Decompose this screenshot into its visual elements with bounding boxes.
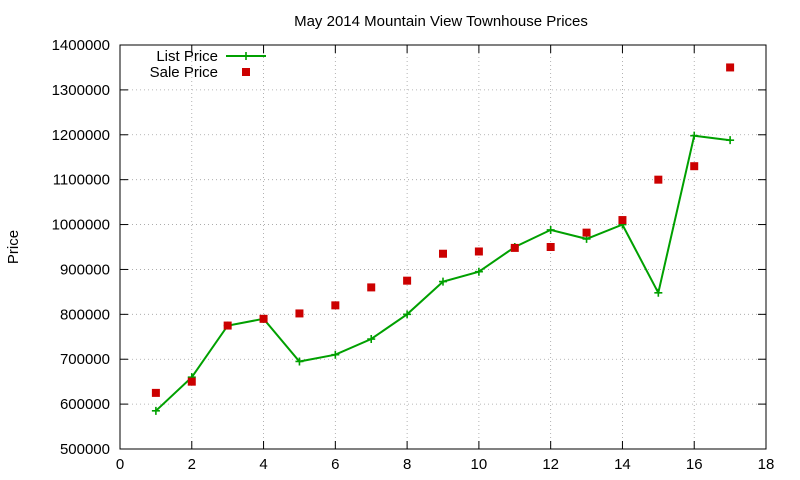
y-tick-label: 700000 (60, 351, 110, 368)
list-price-point (439, 277, 447, 286)
y-tick-label: 1400000 (52, 37, 110, 54)
list-price-point (546, 225, 555, 234)
sale-price-point (331, 301, 340, 310)
x-tick-label: 0 (116, 456, 124, 473)
axis-ticks: 500000 600000 700000 800000 900000 1000000 110… (52, 37, 775, 473)
legend-label: List Price (156, 48, 218, 65)
x-tick-label: 16 (686, 456, 703, 473)
y-tick-label: 500000 (60, 441, 110, 458)
sale-price-point (726, 63, 735, 72)
list-price-point (403, 310, 412, 319)
x-tick-label: 18 (758, 456, 775, 473)
list-price-point (331, 350, 340, 359)
list-price-point (654, 288, 663, 297)
y-tick-label: 1200000 (52, 127, 110, 144)
sale-price-point (223, 321, 232, 330)
list-price-point (726, 136, 735, 145)
legend-plus-swatch (242, 52, 250, 60)
sale-price-point (151, 388, 160, 397)
sale-price-point (403, 276, 412, 285)
x-tick-label: 2 (188, 456, 196, 473)
y-tick-label: 1300000 (52, 82, 110, 99)
list-price-point (151, 406, 160, 415)
y-tick-label: 1000000 (52, 217, 110, 234)
sale-price-point (259, 314, 268, 323)
y-axis-label: Price (5, 230, 22, 264)
chart-title: May 2014 Mountain View Townhouse Prices (294, 13, 588, 30)
x-tick-label: 12 (542, 456, 559, 473)
sale-price-point (510, 243, 519, 252)
y-tick-label: 900000 (60, 261, 110, 278)
list-price-point (690, 131, 699, 140)
plot-frame (119, 44, 767, 450)
sale-price-point (582, 228, 591, 237)
sale-price-point (618, 216, 627, 225)
sale-price-point (295, 309, 304, 318)
y-tick-label: 800000 (60, 306, 110, 323)
x-tick-label: 6 (331, 456, 339, 473)
sale-price-point (654, 175, 663, 184)
sale-price-point (474, 247, 483, 256)
y-tick-label: 600000 (60, 396, 110, 413)
plot-area (151, 63, 735, 415)
x-tick-label: 4 (259, 456, 267, 473)
legend-square-swatch (242, 68, 250, 76)
sale-price-point (690, 162, 699, 171)
sale-price-point (546, 243, 555, 251)
x-tick-label: 10 (471, 456, 488, 473)
legend-label: Sale Price (150, 64, 218, 81)
y-tick-label: 1100000 (53, 172, 110, 189)
sale-price-point (187, 377, 196, 386)
sale-price-point (367, 283, 376, 292)
list-price-point (295, 357, 304, 366)
sale-price-point (439, 249, 447, 258)
list-price-point (474, 267, 483, 276)
list-price-line (155, 134, 731, 412)
x-tick-label: 8 (403, 456, 411, 473)
list-price-point (367, 335, 376, 344)
x-tick-label: 14 (614, 456, 631, 473)
